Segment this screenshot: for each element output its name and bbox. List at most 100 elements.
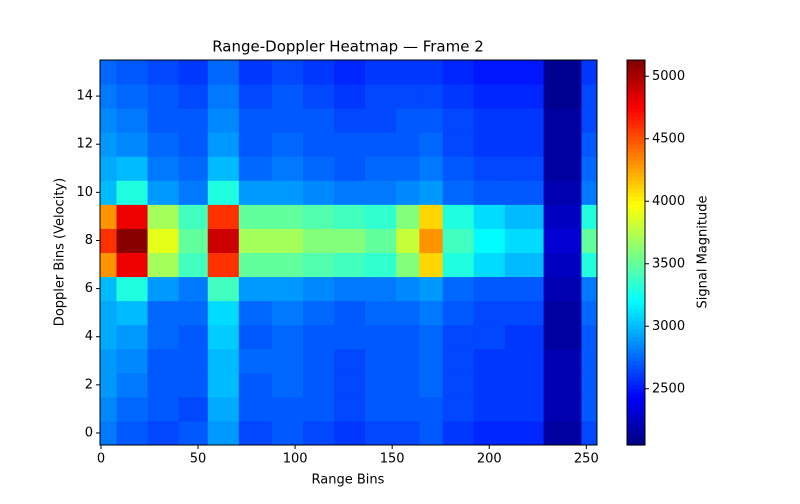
colorbar-step xyxy=(627,408,645,414)
heatmap-cell xyxy=(271,252,304,278)
heatmap-cell xyxy=(396,276,420,302)
heatmap-cell xyxy=(333,324,366,350)
heatmap-cell xyxy=(116,252,149,278)
colorbar-step xyxy=(627,64,645,69)
colorbar-step xyxy=(627,412,645,418)
colorbar-step xyxy=(627,208,645,213)
heatmap-cell xyxy=(207,204,240,229)
heatmap-cell xyxy=(396,156,420,181)
heatmap-cell xyxy=(207,60,240,85)
heatmap-cell xyxy=(100,420,118,446)
colorbar-tick-label: 3500 xyxy=(652,256,685,271)
heatmap-cell xyxy=(207,420,240,446)
colorbar-step xyxy=(627,392,645,398)
colorbar-step xyxy=(627,72,645,77)
heatmap-cell xyxy=(207,396,240,422)
colorbar-step xyxy=(627,384,645,390)
colorbar-step xyxy=(627,316,645,322)
heatmap-cell xyxy=(207,324,240,350)
heatmap-cell xyxy=(419,108,444,133)
heatmap-cell xyxy=(178,108,209,133)
colorbar-step xyxy=(627,156,645,161)
heatmap-cell xyxy=(365,108,397,133)
heatmap-cell xyxy=(116,156,149,181)
heatmap-cell xyxy=(581,252,598,278)
heatmap-cell xyxy=(271,228,304,253)
colorbar-step xyxy=(627,364,645,370)
heatmap-cell xyxy=(442,60,475,85)
colorbar-step xyxy=(627,256,645,262)
heatmap-cell xyxy=(365,252,397,278)
x-tick-label: 50 xyxy=(190,452,207,467)
colorbar-step xyxy=(627,140,645,145)
heatmap-cell xyxy=(419,60,444,85)
heatmap-cell xyxy=(100,252,118,278)
heatmap-cell xyxy=(271,204,304,229)
colorbar-step xyxy=(627,400,645,406)
heatmap-cell xyxy=(473,372,506,398)
heatmap-cell xyxy=(504,156,545,181)
x-axis-label: Range Bins xyxy=(312,473,385,488)
colorbar-step xyxy=(627,180,645,185)
colorbar-step xyxy=(627,324,645,330)
heatmap-cell xyxy=(207,372,240,398)
heatmap-cell xyxy=(302,300,335,326)
colorbar-step xyxy=(627,368,645,374)
heatmap-cell xyxy=(543,396,582,422)
colorbar-step xyxy=(627,272,645,278)
heatmap-cell xyxy=(178,132,209,157)
heatmap-cell xyxy=(504,60,545,85)
heatmap-cell xyxy=(543,252,582,278)
heatmap-cell xyxy=(238,300,273,326)
heatmap-cell xyxy=(302,204,335,229)
colorbar-step xyxy=(627,112,645,117)
colorbar-step xyxy=(627,88,645,93)
heatmap-cell xyxy=(271,132,304,157)
heatmap-cell xyxy=(116,348,149,374)
heatmap-cell xyxy=(473,204,506,229)
colorbar-step xyxy=(627,192,645,197)
colorbar-step xyxy=(627,200,645,205)
colorbar-step xyxy=(627,248,645,254)
colorbar-frame xyxy=(626,59,646,446)
heatmap-cell xyxy=(147,84,180,109)
heatmap-cell xyxy=(178,228,209,253)
colorbar-step xyxy=(627,380,645,386)
heatmap-cell xyxy=(333,300,366,326)
heatmap-cell xyxy=(419,324,444,350)
heatmap-cell xyxy=(419,132,444,157)
heatmap-cell xyxy=(178,372,209,398)
x-tick-label: 100 xyxy=(283,452,308,467)
colorbar-tick-label: 3000 xyxy=(652,319,685,334)
heatmap-cell xyxy=(473,300,506,326)
colorbar-step xyxy=(627,144,645,149)
heatmap-cell xyxy=(396,300,420,326)
heatmap-cell xyxy=(581,84,598,109)
heatmap-cell xyxy=(419,84,444,109)
heatmap-cell xyxy=(365,228,397,253)
heatmap-cell xyxy=(365,156,397,181)
heatmap-cell xyxy=(365,396,397,422)
x-tick-label: 0 xyxy=(97,452,105,467)
colorbar-step xyxy=(627,352,645,358)
heatmap-cell xyxy=(238,204,273,229)
heatmap-cell xyxy=(442,132,475,157)
heatmap-cell xyxy=(100,372,118,398)
heatmap-cell xyxy=(365,372,397,398)
colorbar-step xyxy=(627,116,645,121)
heatmap-cell xyxy=(396,420,420,446)
heatmap-cell xyxy=(581,180,598,205)
heatmap-cell xyxy=(333,84,366,109)
heatmap-cell xyxy=(333,180,366,205)
heatmap-cell xyxy=(473,324,506,350)
heatmap-cell xyxy=(271,276,304,302)
heatmap-cell xyxy=(100,228,118,253)
colorbar-step xyxy=(627,268,645,274)
colorbar-step xyxy=(627,188,645,193)
heatmap-cell xyxy=(442,108,475,133)
heatmap-cell xyxy=(100,132,118,157)
heatmap-cell xyxy=(442,276,475,302)
heatmap-cell xyxy=(147,132,180,157)
heatmap-cell xyxy=(147,60,180,85)
heatmap-cell xyxy=(504,180,545,205)
